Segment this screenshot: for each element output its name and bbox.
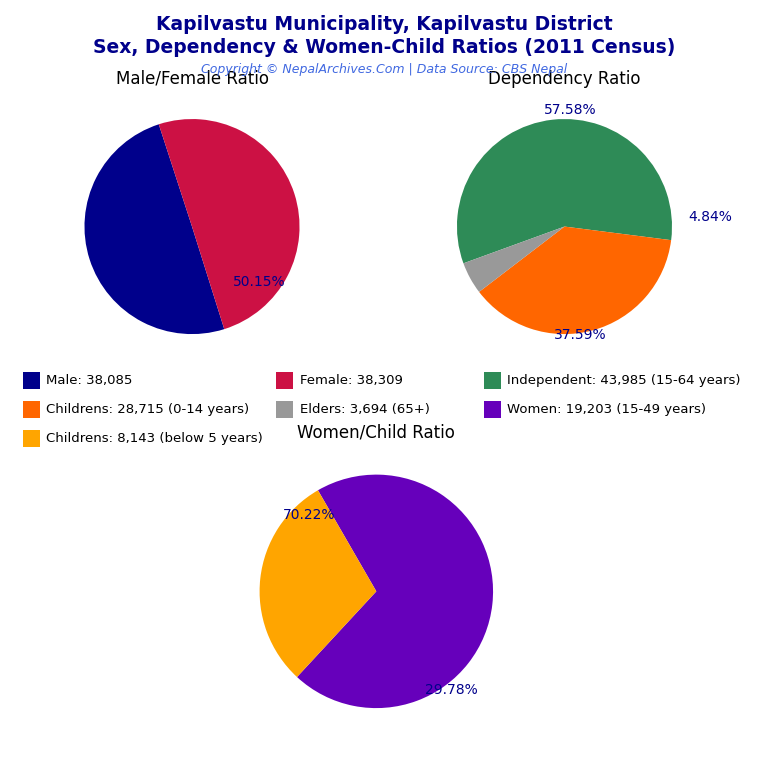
Text: Female: 38,309: Female: 38,309: [300, 374, 402, 386]
Text: Copyright © NepalArchives.Com | Data Source: CBS Nepal: Copyright © NepalArchives.Com | Data Sou…: [201, 63, 567, 76]
Title: Male/Female Ratio: Male/Female Ratio: [115, 70, 269, 88]
Text: 29.78%: 29.78%: [425, 683, 478, 697]
Title: Dependency Ratio: Dependency Ratio: [488, 70, 641, 88]
Text: 57.58%: 57.58%: [544, 103, 596, 117]
Text: Childrens: 28,715 (0-14 years): Childrens: 28,715 (0-14 years): [46, 403, 249, 415]
Text: Elders: 3,694 (65+): Elders: 3,694 (65+): [300, 403, 429, 415]
Title: Women/Child Ratio: Women/Child Ratio: [297, 423, 455, 441]
Text: Kapilvastu Municipality, Kapilvastu District: Kapilvastu Municipality, Kapilvastu Dist…: [156, 15, 612, 35]
Text: Male: 38,085: Male: 38,085: [46, 374, 132, 386]
Text: 4.84%: 4.84%: [688, 210, 732, 224]
Wedge shape: [260, 490, 376, 677]
Text: Childrens: 8,143 (below 5 years): Childrens: 8,143 (below 5 years): [46, 432, 263, 445]
Text: 70.22%: 70.22%: [283, 508, 336, 522]
Wedge shape: [159, 119, 300, 329]
Text: Sex, Dependency & Women-Child Ratios (2011 Census): Sex, Dependency & Women-Child Ratios (20…: [93, 38, 675, 58]
Text: 50.15%: 50.15%: [233, 275, 286, 289]
Wedge shape: [297, 475, 493, 708]
Text: Women: 19,203 (15-49 years): Women: 19,203 (15-49 years): [507, 403, 706, 415]
Wedge shape: [479, 227, 671, 334]
Wedge shape: [84, 124, 224, 334]
Wedge shape: [457, 119, 672, 263]
Text: Independent: 43,985 (15-64 years): Independent: 43,985 (15-64 years): [507, 374, 740, 386]
Text: 49.85%: 49.85%: [114, 170, 167, 184]
Text: 37.59%: 37.59%: [554, 329, 607, 343]
Wedge shape: [463, 227, 564, 292]
